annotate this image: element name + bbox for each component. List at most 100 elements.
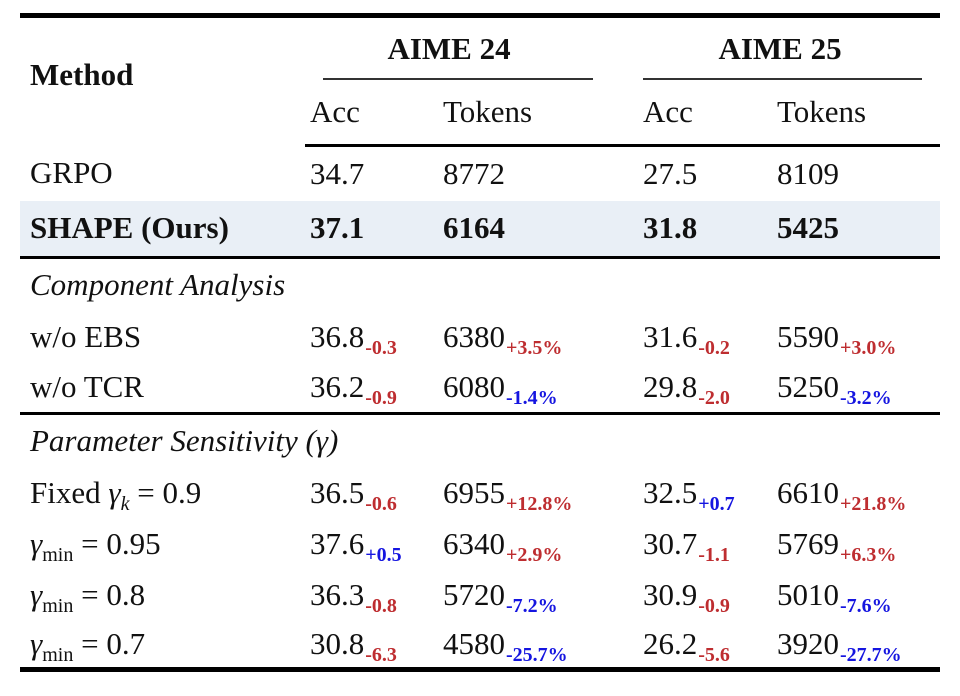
section-title-parameter-sensitivity: Parameter Sensitivity (γ) bbox=[30, 423, 339, 459]
header-subcol-row: Acc Tokens Acc Tokens bbox=[20, 79, 941, 147]
method-column-header: Method bbox=[30, 56, 134, 92]
delta-badge: +3.0% bbox=[840, 337, 897, 359]
aime24-tokens-header: Tokens bbox=[438, 79, 639, 147]
cell-aime25-acc: 30.9-0.9 bbox=[643, 577, 730, 617]
delta-badge: +6.3% bbox=[840, 544, 897, 566]
cell-aime25-tokens: 8109 bbox=[777, 155, 840, 191]
results-table: Method AIME 24 AIME 25 Acc Tokens Acc To… bbox=[20, 13, 941, 672]
delta-badge: +2.9% bbox=[506, 544, 563, 566]
gamma-symbol: γ bbox=[30, 625, 43, 661]
cell-aime25-tokens: 5010-7.6% bbox=[777, 577, 892, 617]
delta-badge: -0.9 bbox=[365, 387, 397, 410]
method-label: w/o TCR bbox=[30, 369, 144, 405]
cell-aime24-tokens: 6380+3.5% bbox=[443, 319, 563, 359]
cell-aime24-acc: 36.3-0.8 bbox=[310, 577, 397, 617]
cell-aime24-acc: 37.6+0.5 bbox=[310, 526, 402, 566]
table-row-wo-ebs: w/o EBS 36.8-0.3 6380+3.5% 31.6-0.2 5590… bbox=[20, 312, 940, 363]
delta-badge: -0.3 bbox=[365, 337, 397, 359]
method-cell: w/o EBS bbox=[20, 312, 305, 363]
cell-aime25-tokens: 5769+6.3% bbox=[777, 526, 897, 566]
cell-aime24-tokens: 4580-25.7% bbox=[443, 625, 568, 666]
cell-aime24-acc: 37.1 bbox=[305, 200, 438, 259]
method-label-suffix: = 0.7 bbox=[73, 625, 146, 661]
cell-aime24-tokens: 6164 bbox=[438, 200, 639, 259]
gamma-symbol: γ bbox=[108, 475, 121, 510]
cell-aime24-tokens: 6340+2.9% bbox=[443, 526, 563, 566]
cell-aime25-acc: 32.5+0.7 bbox=[643, 475, 735, 515]
cell-aime25-tokens: 5425 bbox=[772, 200, 941, 259]
cell-aime24-acc: 34.7 bbox=[310, 155, 365, 191]
aime24-group-header: AIME 24 bbox=[305, 16, 638, 80]
cell-aime25-acc: 27.5 bbox=[643, 155, 698, 191]
aime25-tokens-header: Tokens bbox=[772, 79, 941, 147]
gamma-symbol: γ bbox=[30, 577, 43, 612]
method-cell: Fixed γk = 0.9 bbox=[20, 468, 305, 519]
gamma-subscript: min bbox=[42, 595, 74, 617]
delta-badge: +3.5% bbox=[506, 337, 563, 359]
table-row-grpo: GRPO 34.7 8772 27.5 8109 bbox=[20, 146, 940, 201]
delta-badge: -6.3 bbox=[365, 643, 397, 666]
delta-badge: +0.5 bbox=[365, 544, 402, 566]
cell-aime25-tokens: 5590+3.0% bbox=[777, 319, 897, 359]
delta-badge: -0.6 bbox=[365, 493, 397, 515]
delta-badge: +0.7 bbox=[698, 493, 735, 515]
delta-badge: -7.6% bbox=[840, 595, 892, 617]
cell-aime24-tokens: 6080-1.4% bbox=[438, 362, 639, 415]
cell-aime25-acc: 26.2-5.6 bbox=[643, 625, 730, 666]
gamma-symbol: γ bbox=[30, 526, 43, 561]
method-cell: γmin = 0.95 bbox=[20, 519, 305, 570]
cell-aime25-tokens: 3920-27.7% bbox=[777, 625, 902, 666]
delta-badge: -0.2 bbox=[698, 337, 730, 359]
delta-badge: -0.9 bbox=[698, 595, 730, 617]
method-label: w/o EBS bbox=[30, 319, 142, 354]
cell-aime25-tokens: 5250-3.2% bbox=[772, 362, 941, 415]
table-row-gamma-min-07: γmin = 0.7 30.8-6.3 4580-25.7% 26.2-5.6 … bbox=[20, 621, 940, 670]
cell-aime25-acc: 30.7-1.1 bbox=[643, 526, 730, 566]
cell-aime24-acc: 30.8-6.3 bbox=[310, 625, 397, 666]
method-label-suffix: = 0.9 bbox=[129, 475, 202, 510]
cell-aime24-acc: 36.2-0.9 bbox=[305, 362, 438, 415]
section-title-component-analysis: Component Analysis bbox=[30, 267, 286, 303]
paper-table-figure: Method AIME 24 AIME 25 Acc Tokens Acc To… bbox=[0, 13, 960, 696]
method-label-suffix: = 0.8 bbox=[73, 577, 146, 612]
method-label-suffix: = 0.95 bbox=[73, 526, 161, 561]
table-row-gamma-min-095: γmin = 0.95 37.6+0.5 6340+2.9% 30.7-1.1 … bbox=[20, 519, 940, 570]
header-group-row: Method AIME 24 AIME 25 bbox=[20, 16, 940, 92]
delta-badge: -5.6 bbox=[698, 643, 730, 666]
cell-aime24-acc: 36.5-0.6 bbox=[310, 475, 397, 515]
delta-badge: +12.8% bbox=[506, 493, 573, 515]
aime24-acc-header: Acc bbox=[305, 79, 438, 147]
cell-aime24-tokens: 6955+12.8% bbox=[443, 475, 573, 515]
table-row-gamma-min-08: γmin = 0.8 36.3-0.8 5720-7.2% 30.9-0.9 5… bbox=[20, 570, 940, 621]
table-row-shape-ours: SHAPE (Ours) 37.1 6164 31.8 5425 bbox=[20, 200, 941, 259]
method-cell: GRPO bbox=[20, 146, 305, 201]
cell-aime25-acc: 31.8 bbox=[638, 200, 773, 259]
method-cell: w/o TCR bbox=[20, 362, 305, 415]
cell-aime25-acc: 31.6-0.2 bbox=[643, 319, 730, 359]
method-label: Fixed bbox=[30, 475, 109, 510]
method-cell: γmin = 0.7 bbox=[20, 621, 305, 670]
delta-badge: -7.2% bbox=[506, 595, 558, 617]
delta-badge: -3.2% bbox=[840, 387, 892, 410]
cell-aime25-acc: 29.8-2.0 bbox=[638, 362, 773, 415]
cell-aime25-tokens: 6610+21.8% bbox=[777, 475, 907, 515]
method-cell: γmin = 0.8 bbox=[20, 570, 305, 621]
cell-aime24-acc: 36.8-0.3 bbox=[310, 319, 397, 359]
section-title-row: Parameter Sensitivity (γ) bbox=[20, 414, 940, 468]
aime25-acc-header: Acc bbox=[638, 79, 773, 147]
aime25-group-header: AIME 25 bbox=[638, 16, 940, 80]
delta-badge: -0.8 bbox=[365, 595, 397, 617]
delta-badge: -25.7% bbox=[506, 643, 568, 666]
method-label: SHAPE (Ours) bbox=[30, 210, 229, 246]
gamma-subscript: min bbox=[42, 544, 74, 566]
delta-badge: -1.4% bbox=[506, 387, 558, 410]
delta-badge: -27.7% bbox=[840, 643, 902, 666]
delta-badge: -2.0 bbox=[698, 387, 730, 410]
section-title-row: Component Analysis bbox=[20, 258, 940, 312]
method-label: GRPO bbox=[30, 155, 113, 190]
method-cell: SHAPE (Ours) bbox=[20, 200, 305, 259]
gamma-subscript: k bbox=[120, 493, 130, 515]
delta-badge: -1.1 bbox=[698, 544, 730, 566]
table-row-fixed-gamma: Fixed γk = 0.9 36.5-0.6 6955+12.8% 32.5+… bbox=[20, 468, 940, 519]
table-row-wo-tcr: w/o TCR 36.2-0.9 6080-1.4% 29.8-2.0 5250… bbox=[20, 362, 941, 415]
